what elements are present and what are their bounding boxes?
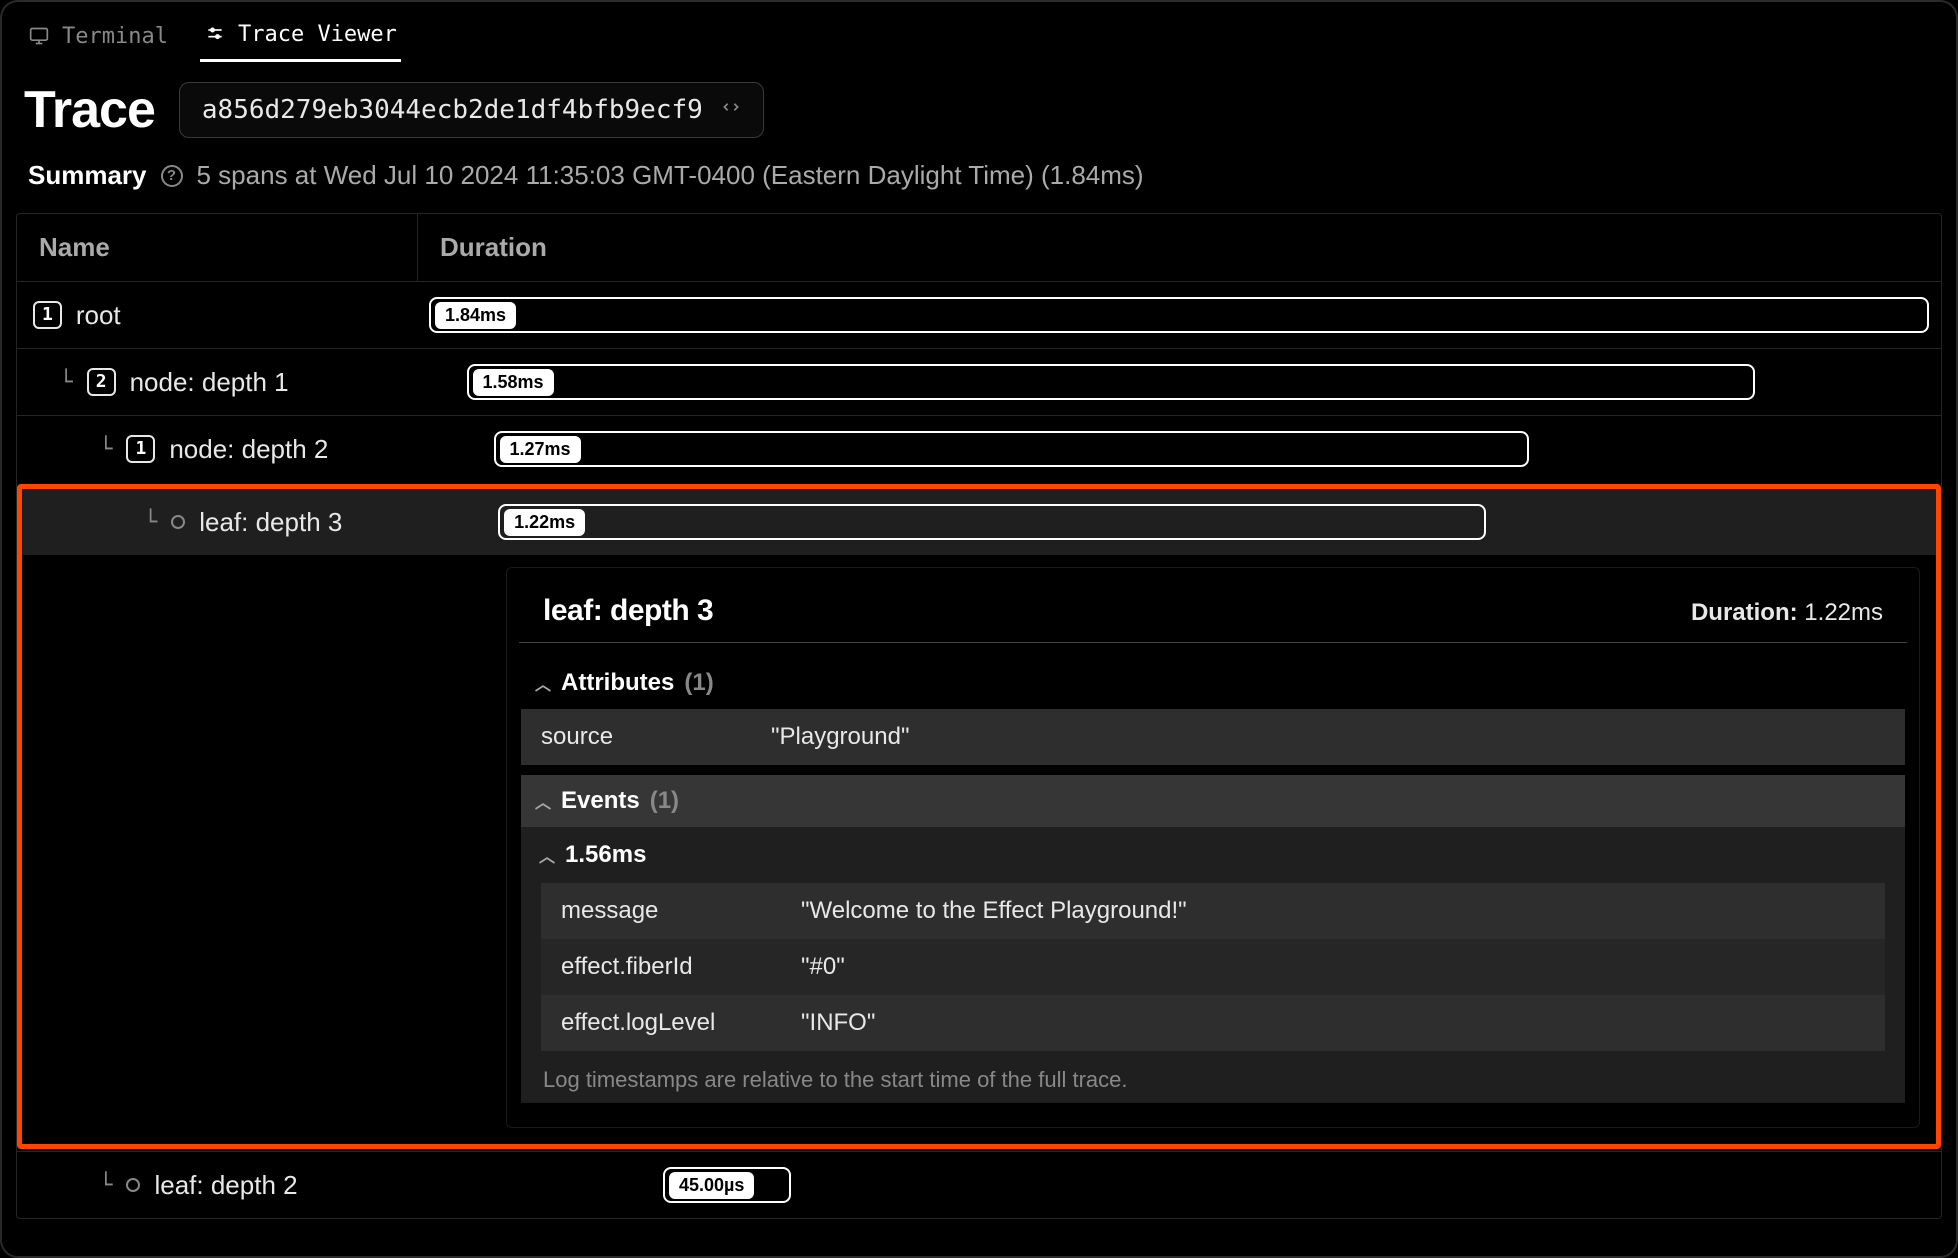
tree-line-icon: └: [33, 370, 73, 395]
col-name: Name: [17, 214, 417, 281]
child-count-badge: 2: [87, 368, 116, 395]
span-name: leaf: depth 3: [199, 507, 342, 538]
event-value: "#0": [801, 953, 1865, 981]
col-duration: Duration: [417, 214, 1941, 281]
monitor-icon: [28, 25, 50, 47]
span-name: node: depth 2: [169, 434, 328, 465]
span-row[interactable]: 1 root 1.84ms: [17, 282, 1941, 348]
duration-bar: 45.00µs: [663, 1167, 791, 1203]
table-header: Name Duration: [17, 214, 1941, 282]
span-row[interactable]: └ 2 node: depth 1 1.58ms: [17, 348, 1941, 415]
span-name: leaf: depth 2: [154, 1170, 297, 1201]
event-value: "Welcome to the Effect Playground!": [801, 897, 1865, 925]
sliders-icon: [204, 24, 226, 46]
events-section: ︿ Events (1) ︿ 1.56ms message "Welcome t: [521, 775, 1905, 1103]
child-count-badge: 1: [126, 435, 155, 462]
detail-title: leaf: depth 3: [543, 594, 713, 628]
help-icon[interactable]: ?: [161, 165, 183, 187]
duration-bar: 1.58ms: [467, 364, 1756, 400]
section-label: Attributes: [561, 669, 674, 697]
chevron-up-icon: ︿: [535, 671, 551, 695]
tab-terminal[interactable]: Terminal: [24, 16, 172, 61]
summary-label: Summary: [28, 160, 147, 191]
duration-pill: 45.00µs: [669, 1172, 754, 1199]
page-title: Trace: [24, 80, 155, 140]
trace-header: Trace a856d279eb3044ecb2de1df4bfb9ecf9: [2, 62, 1956, 150]
attr-key: source: [541, 723, 771, 751]
duration-pill: 1.27ms: [500, 436, 581, 463]
leaf-dot-icon: [171, 515, 185, 529]
tab-trace-viewer[interactable]: Trace Viewer: [200, 14, 401, 62]
duration-bar: 1.84ms: [429, 297, 1929, 333]
event-value: "INFO": [801, 1009, 1865, 1037]
sort-arrows-icon[interactable]: [721, 97, 741, 123]
span-row[interactable]: └ 1 node: depth 2 1.27ms: [17, 415, 1941, 482]
tab-label: Terminal: [62, 24, 168, 49]
leaf-dot-icon: [126, 1178, 140, 1192]
event-timestamp: 1.56ms: [565, 841, 646, 869]
span-row[interactable]: └ leaf: depth 2 45.00µs: [17, 1151, 1941, 1218]
event-row: message "Welcome to the Effect Playgroun…: [541, 883, 1885, 939]
tree-line-icon: └: [33, 437, 112, 462]
section-label: Events: [561, 787, 640, 815]
attribute-row: source "Playground": [521, 709, 1905, 765]
duration-bar: 1.22ms: [498, 504, 1486, 540]
tree-line-icon: └: [38, 510, 157, 535]
event-row: effect.logLevel "INFO": [541, 995, 1885, 1051]
tree-line-icon: └: [33, 1173, 112, 1198]
attributes-section: ︿ Attributes (1) source "Playground": [521, 657, 1905, 765]
detail-duration: Duration: 1.22ms: [1691, 599, 1883, 627]
span-name: node: depth 1: [130, 367, 289, 398]
duration-pill: 1.84ms: [435, 302, 516, 329]
events-toggle[interactable]: ︿ Events (1): [521, 775, 1905, 827]
attr-value: "Playground": [771, 723, 1885, 751]
duration-bar: 1.27ms: [494, 431, 1529, 467]
chevron-up-icon: ︿: [535, 789, 551, 813]
span-table: Name Duration 1 root 1.84ms └ 2 node: de…: [16, 213, 1942, 1219]
event-time-toggle[interactable]: ︿ 1.56ms: [521, 827, 1905, 883]
tab-label: Trace Viewer: [238, 22, 397, 47]
section-count: (1): [650, 787, 679, 815]
summary-text: 5 spans at Wed Jul 10 2024 11:35:03 GMT-…: [197, 160, 1144, 191]
span-row[interactable]: └ leaf: depth 3 1.22ms: [22, 489, 1936, 555]
event-row: effect.fiberId "#0": [541, 939, 1885, 995]
duration-pill: 1.22ms: [504, 509, 585, 536]
duration-pill: 1.58ms: [473, 369, 554, 396]
tab-bar: Terminal Trace Viewer: [2, 2, 1956, 62]
summary-row: Summary ? 5 spans at Wed Jul 10 2024 11:…: [2, 150, 1956, 213]
span-name: root: [76, 300, 121, 331]
trace-id-value: a856d279eb3044ecb2de1df4bfb9ecf9: [202, 95, 703, 125]
event-key: effect.logLevel: [561, 1009, 801, 1037]
event-key: message: [561, 897, 801, 925]
trace-id-selector[interactable]: a856d279eb3044ecb2de1df4bfb9ecf9: [179, 82, 764, 138]
event-key: effect.fiberId: [561, 953, 801, 981]
section-count: (1): [684, 669, 713, 697]
attributes-toggle[interactable]: ︿ Attributes (1): [521, 657, 1905, 709]
span-detail-panel: leaf: depth 3 Duration: 1.22ms ︿ Attribu…: [506, 567, 1920, 1128]
events-note: Log timestamps are relative to the start…: [521, 1051, 1905, 1101]
selected-span-highlight: └ leaf: depth 3 1.22ms leaf: depth 3 Dur…: [17, 484, 1941, 1149]
child-count-badge: 1: [33, 301, 62, 328]
chevron-up-icon: ︿: [539, 843, 555, 867]
